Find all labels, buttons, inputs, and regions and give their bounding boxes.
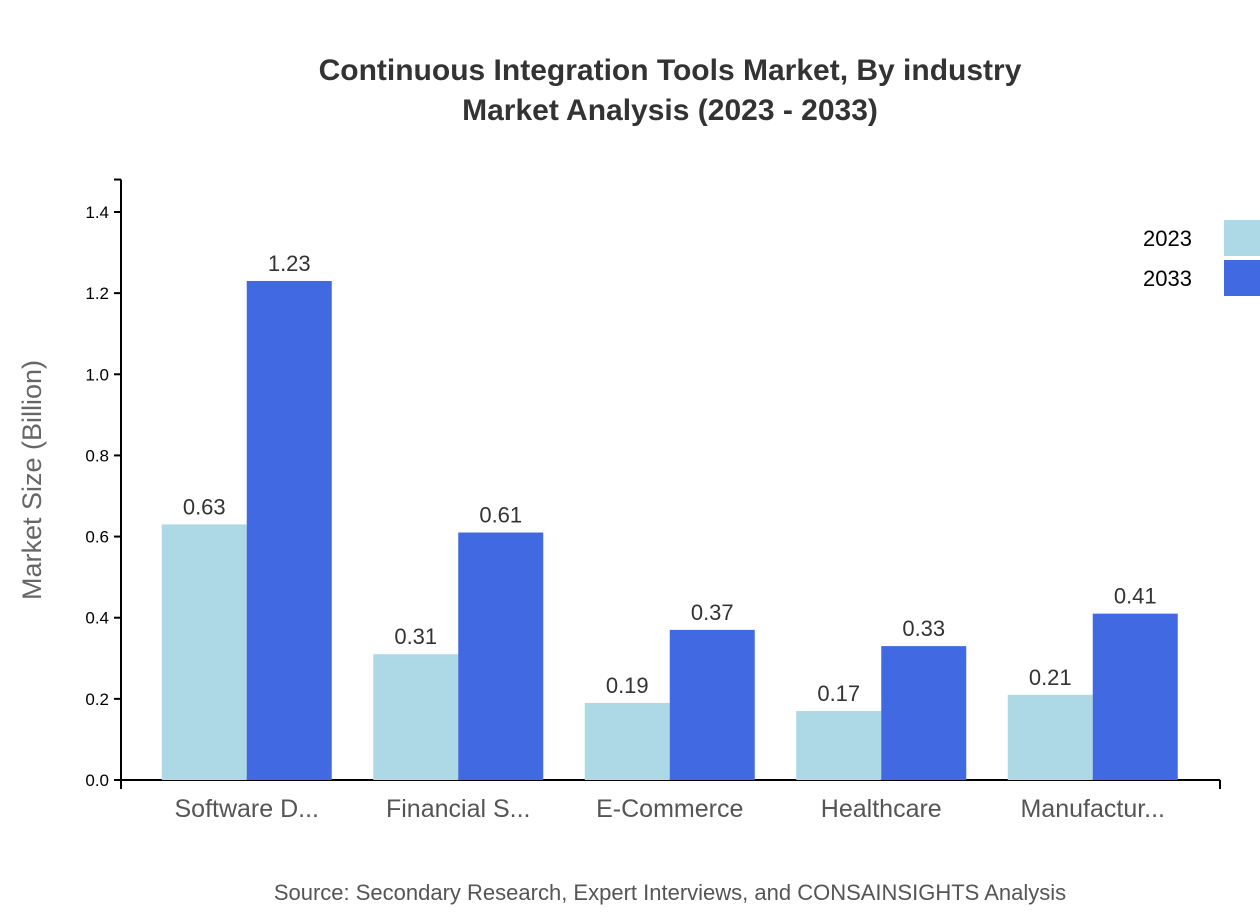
chart-subtitle: Market Analysis (2023 - 2033) — [462, 94, 878, 127]
data-label: 0.61 — [479, 503, 522, 528]
data-label: 1.23 — [268, 251, 311, 276]
data-label: 0.19 — [606, 673, 649, 698]
y-tick-label: 0.6 — [85, 528, 109, 547]
bar-2023 — [584, 702, 670, 780]
y-tick-label: 1.2 — [85, 284, 109, 303]
x-tick-label: Manufactur... — [1020, 795, 1165, 823]
bar-2033 — [458, 532, 544, 780]
y-tick-label: 1.4 — [85, 203, 109, 222]
legend-swatch — [1224, 260, 1260, 296]
data-label: 0.17 — [817, 681, 860, 706]
y-tick-label: 0.8 — [85, 446, 109, 465]
bar-2033 — [881, 646, 967, 780]
x-tick-label: E-Commerce — [596, 795, 743, 823]
bar-2023 — [161, 524, 247, 780]
y-axis-label: Market Size (Billion) — [17, 360, 47, 600]
y-tick-label: 0.0 — [85, 771, 109, 790]
x-tick-label: Financial S... — [386, 795, 531, 823]
data-label: 0.33 — [902, 616, 945, 641]
source-note: Source: Secondary Research, Expert Inter… — [274, 880, 1066, 905]
bar-2023 — [373, 654, 459, 780]
data-label: 0.63 — [183, 494, 226, 519]
x-tick-label: Software D... — [175, 795, 320, 823]
legend-label: 2023 — [1143, 226, 1192, 251]
bar-2033 — [669, 629, 755, 780]
data-label: 0.41 — [1114, 584, 1157, 609]
data-label: 0.21 — [1029, 665, 1072, 690]
y-tick-label: 0.2 — [85, 690, 109, 709]
y-tick-label: 1.0 — [85, 365, 109, 384]
x-tick-label: Healthcare — [821, 795, 942, 823]
legend-swatch — [1224, 220, 1260, 256]
bar-2033 — [246, 280, 332, 780]
legend-label: 2033 — [1143, 266, 1192, 291]
data-label: 0.31 — [394, 624, 437, 649]
data-label: 0.37 — [691, 600, 734, 625]
chart-title: Continuous Integration Tools Market, By … — [319, 54, 1022, 87]
bar-2023 — [1007, 694, 1093, 780]
bar-2023 — [796, 711, 882, 780]
bar-2033 — [1092, 613, 1178, 780]
y-tick-label: 0.4 — [85, 609, 109, 628]
